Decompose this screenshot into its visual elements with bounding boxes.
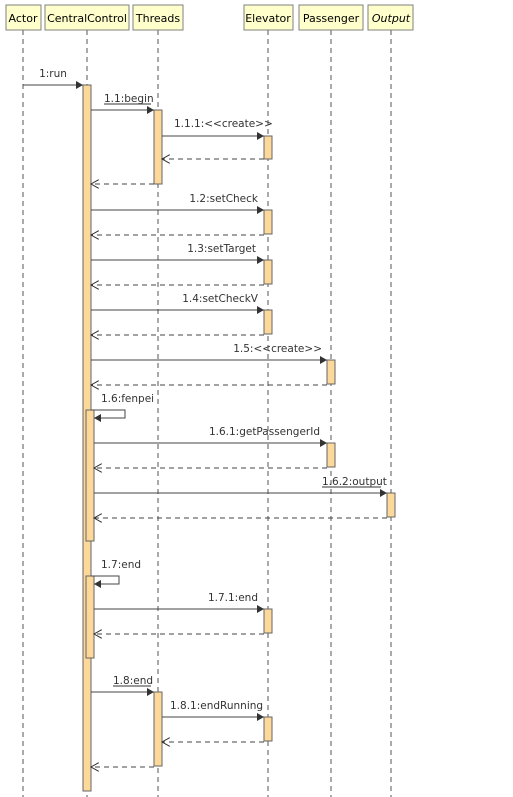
- message-passenger-create-label: 1.5:<<create>>: [233, 343, 322, 355]
- message-setcheckv-label: 1.4:setCheckV: [182, 293, 259, 305]
- message-getpassengerid-label: 1.6.1:getPassengerId: [209, 426, 320, 438]
- participant-elevator[interactable]: Elevator: [243, 4, 294, 31]
- participant-passenger-label: Passenger: [303, 12, 360, 25]
- activation-elevator-setcheckv: [263, 309, 273, 335]
- activation-passenger-create: [326, 359, 336, 385]
- participant-actor-label: Actor: [9, 12, 38, 25]
- participant-passenger[interactable]: Passenger: [298, 4, 364, 31]
- activation-elevator-settarget: [263, 259, 273, 285]
- activation-elevator-endrunning: [263, 716, 273, 742]
- activation-threads-begin: [153, 109, 163, 185]
- activation-centralcontrol-fenpei: [85, 409, 95, 542]
- message-output-label: 1.6.2:output: [322, 476, 387, 488]
- activation-elevator-create: [263, 135, 273, 160]
- participant-centralcontrol[interactable]: CentralControl: [44, 4, 130, 31]
- message-begin-label: 1.1:begin: [104, 93, 154, 105]
- message-run-label: 1:run: [39, 68, 67, 80]
- message-end-self-label: 1.7:end: [101, 559, 141, 571]
- activation-threads-end: [153, 691, 163, 767]
- activation-elevator-setcheck: [263, 209, 273, 235]
- participant-actor[interactable]: Actor: [5, 4, 42, 31]
- activation-output-output: [386, 492, 396, 518]
- participant-output[interactable]: Output: [367, 4, 414, 31]
- message-setcheck-label: 1.2:setCheck: [189, 193, 259, 205]
- message-fenpei-label: 1.6:fenpei: [101, 393, 154, 405]
- participant-centralcontrol-label: CentralControl: [47, 12, 127, 25]
- participant-threads[interactable]: Threads: [132, 4, 184, 31]
- message-end-self-arrow[interactable]: [91, 575, 120, 588]
- message-elevator-create-label: 1.1.1:<<create>>: [174, 118, 273, 130]
- message-settarget-label: 1.3:setTarget: [187, 243, 256, 255]
- message-endrunning-label: 1.8.1:endRunning: [170, 700, 263, 712]
- participant-threads-label: Threads: [135, 12, 180, 25]
- message-threads-end-label: 1.8:end: [113, 675, 153, 687]
- participant-output-label: Output: [372, 12, 411, 25]
- activation-centralcontrol-end: [85, 575, 95, 659]
- message-elevator-end-label: 1.7.1:end: [208, 592, 258, 604]
- activation-passenger-getid: [326, 442, 336, 468]
- activation-elevator-end: [263, 608, 273, 634]
- participant-elevator-label: Elevator: [245, 12, 291, 25]
- message-fenpei-arrow[interactable]: [91, 409, 126, 422]
